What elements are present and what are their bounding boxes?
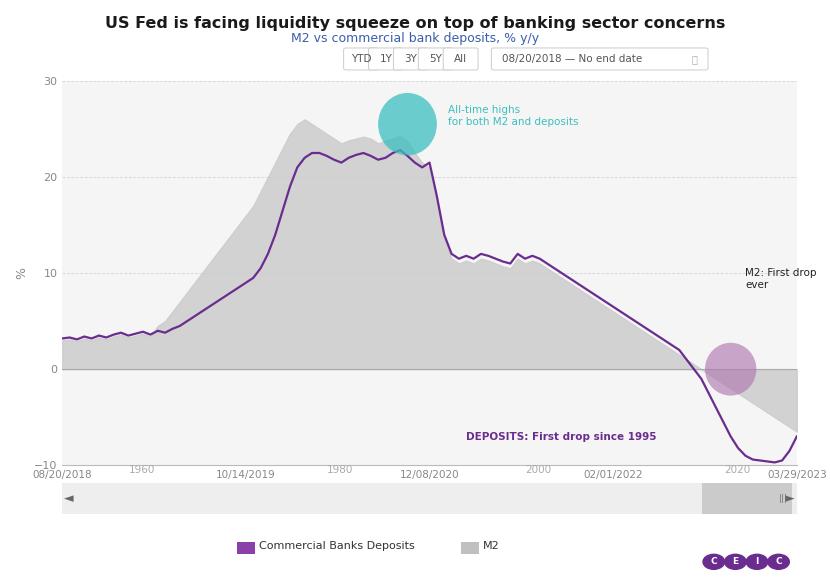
Text: M2: First drop
ever: M2: First drop ever (745, 268, 817, 290)
Text: C: C (710, 557, 717, 566)
Text: 1Y: 1Y (379, 54, 393, 64)
Text: ►: ► (785, 492, 794, 505)
Ellipse shape (378, 93, 437, 155)
Text: ◄: ◄ (65, 492, 74, 505)
Text: All: All (454, 54, 467, 64)
Y-axis label: %: % (16, 267, 28, 279)
Ellipse shape (705, 343, 756, 395)
Text: |||: ||| (779, 494, 788, 503)
Text: E: E (732, 557, 739, 566)
Text: 3Y: 3Y (404, 54, 417, 64)
Bar (702, 483, 792, 514)
Text: US Fed is facing liquidity squeeze on top of banking sector concerns: US Fed is facing liquidity squeeze on to… (105, 16, 725, 31)
Text: YTD: YTD (351, 54, 371, 64)
Text: M2: M2 (483, 541, 500, 551)
Text: Commercial Banks Deposits: Commercial Banks Deposits (259, 541, 415, 551)
Text: 08/20/2018 — No end date: 08/20/2018 — No end date (502, 54, 642, 64)
Text: I: I (755, 557, 759, 566)
Text: All-time highs
for both M2 and deposits: All-time highs for both M2 and deposits (448, 105, 579, 127)
Text: C: C (775, 557, 782, 566)
Text: 5Y: 5Y (429, 54, 442, 64)
Text: 📅: 📅 (691, 54, 697, 64)
Text: M2 vs commercial bank deposits, % y/y: M2 vs commercial bank deposits, % y/y (291, 32, 539, 45)
Text: DEPOSITS: First drop since 1995: DEPOSITS: First drop since 1995 (466, 432, 657, 442)
